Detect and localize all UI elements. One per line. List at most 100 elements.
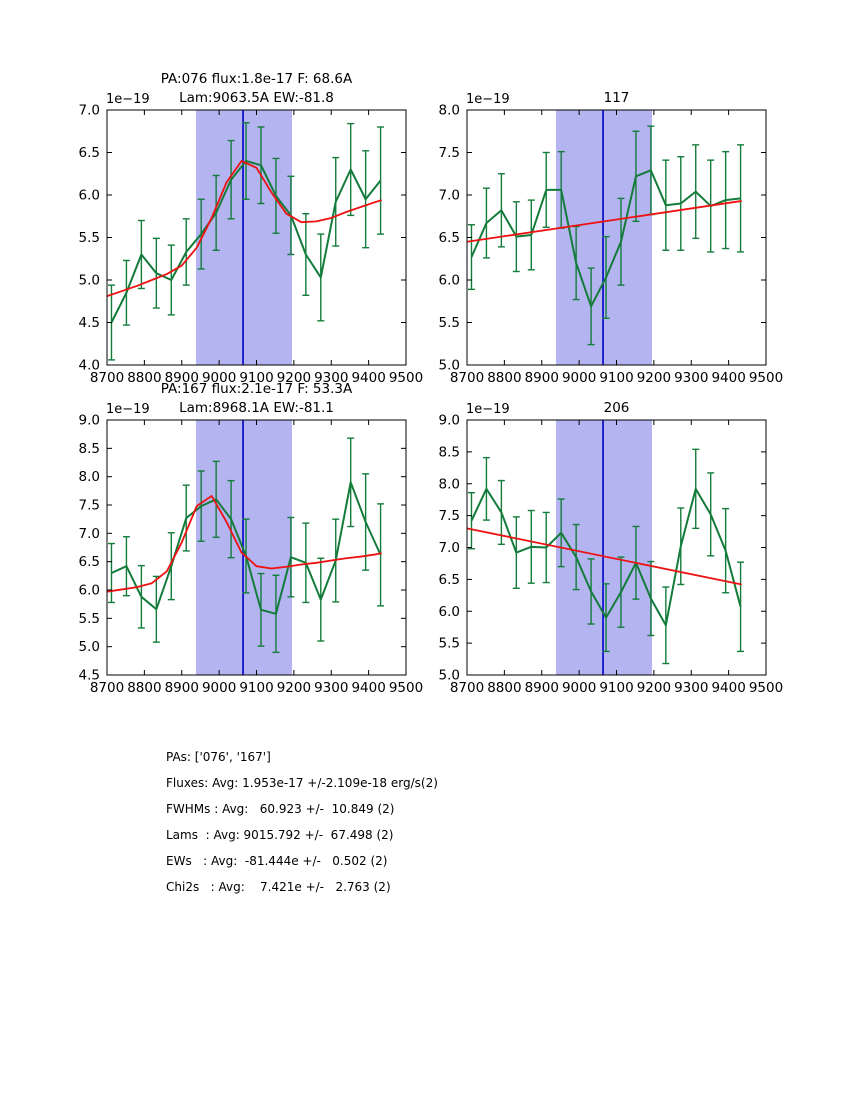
x-tick-label: 8900: [165, 680, 199, 696]
y-axis-offset-label: 1e−19: [106, 92, 150, 107]
x-tick-label: 9100: [599, 370, 633, 386]
x-tick-label: 8900: [525, 370, 559, 386]
y-tick-label: 7.5: [439, 145, 460, 161]
y-tick-label: 8.5: [79, 441, 100, 457]
x-tick-label: 9100: [239, 680, 273, 696]
subplot-pa076: 8700 8800 8900 9000 9100 9200 9300 9400 9500 4.0 4…: [79, 71, 424, 386]
spectrum-line: [110, 160, 382, 323]
subplot-pa167: 8700 8800 8900 9000 9100 9200 9300 9400 9500 4.5 5…: [79, 381, 424, 696]
y-tick-label: 5.5: [79, 611, 100, 627]
fit-line: [106, 160, 382, 298]
x-tick-label: 8800: [127, 370, 161, 386]
subplot-117: 8700 8800 8900 9000 9100 9200 9300 9400 9500 5.0 5…: [439, 90, 784, 386]
x-tick-label: 8800: [127, 680, 161, 696]
y-tick-label: 5.0: [439, 358, 460, 374]
y-tick-label: 9.0: [79, 413, 100, 429]
x-tick-label: 9000: [202, 370, 236, 386]
x-tick-label: 9400: [351, 680, 385, 696]
x-tick-label: 9300: [314, 370, 348, 386]
x-tick-label: 8700: [90, 680, 124, 696]
plot-title: PA:167 flux:2.1e-17 F: 53.3A: [161, 381, 353, 397]
y-tick-label: 5.0: [439, 668, 460, 684]
y-tick-label: 7.0: [79, 103, 100, 119]
y-axis-offset-label: 1e−19: [466, 92, 510, 107]
x-tick-label: 9200: [277, 680, 311, 696]
y-tick-label: 5.5: [439, 636, 460, 652]
y-tick-label: 4.5: [79, 668, 100, 684]
x-tick-label: 9300: [674, 370, 708, 386]
y-tick-label: 4.0: [79, 358, 100, 374]
x-tick-label: 9200: [637, 680, 671, 696]
x-tick-label: 9500: [749, 680, 783, 696]
spectrum-line: [470, 487, 742, 627]
x-tick-label: 9300: [674, 680, 708, 696]
summary-line-chi2s: Chi2s : Avg: 7.421e +/- 2.763 (2): [166, 880, 391, 894]
y-tick-label: 6.0: [439, 273, 460, 289]
x-tick-label: 9400: [351, 370, 385, 386]
fit-line: [466, 527, 742, 586]
y-tick-label: 6.0: [79, 188, 100, 204]
summary-line-pas: PAs: ['076', '167']: [166, 750, 271, 764]
y-tick-label: 8.0: [79, 469, 100, 485]
x-tick-label: 8700: [450, 680, 484, 696]
x-tick-label: 8700: [90, 370, 124, 386]
summary-line-lams: Lams : Avg: 9015.792 +/- 67.498 (2): [166, 828, 394, 842]
y-tick-label: 6.5: [79, 145, 100, 161]
y-tick-label: 7.0: [439, 540, 460, 556]
x-tick-label: 9400: [711, 370, 745, 386]
x-tick-label: 9200: [277, 370, 311, 386]
x-tick-label: 9400: [711, 680, 745, 696]
x-tick-label: 9000: [202, 680, 236, 696]
y-tick-label: 6.5: [439, 230, 460, 246]
y-tick-label: 7.0: [79, 526, 100, 542]
y-tick-label: 5.0: [79, 273, 100, 289]
x-tick-label: 9100: [239, 370, 273, 386]
x-tick-label: 9200: [637, 370, 671, 386]
y-tick-label: 6.5: [79, 554, 100, 570]
plot-title: PA:076 flux:1.8e-17 F: 68.6A: [161, 71, 353, 87]
plot-title: Lam:9063.5A EW:-81.8: [179, 90, 334, 106]
x-tick-label: 9500: [389, 370, 423, 386]
plot-title: Lam:8968.1A EW:-81.1: [179, 400, 334, 416]
y-tick-label: 6.0: [439, 604, 460, 620]
y-tick-label: 7.5: [79, 498, 100, 514]
plot-title: 117: [604, 90, 630, 106]
fit-line: [466, 200, 742, 243]
x-tick-label: 9000: [562, 370, 596, 386]
y-tick-label: 5.5: [79, 230, 100, 246]
y-tick-label: 8.0: [439, 103, 460, 119]
y-tick-label: 6.5: [439, 572, 460, 588]
x-tick-label: 9500: [389, 680, 423, 696]
y-axis-offset-label: 1e−19: [466, 402, 510, 417]
x-tick-label: 8900: [525, 680, 559, 696]
x-tick-label: 9500: [749, 370, 783, 386]
y-tick-label: 5.5: [439, 315, 460, 331]
plot-title: 206: [604, 400, 630, 416]
fit-line: [106, 495, 382, 593]
y-tick-label: 7.5: [439, 508, 460, 524]
fit-summary: PAs: ['076', '167'] Fluxes: Avg: 1.953e-…: [166, 744, 438, 900]
x-tick-label: 8700: [450, 370, 484, 386]
x-tick-label: 8800: [487, 370, 521, 386]
x-tick-label: 9300: [314, 680, 348, 696]
summary-line-fluxes: Fluxes: Avg: 1.953e-17 +/-2.109e-18 erg/…: [166, 776, 438, 790]
error-bar: [377, 503, 385, 607]
subplot-206: 8700 8800 8900 9000 9100 9200 9300 9400 9500 5.0 5…: [439, 400, 784, 696]
y-tick-label: 6.0: [79, 583, 100, 599]
summary-line-fwhms: FWHMs : Avg: 60.923 +/- 10.849 (2): [166, 802, 395, 816]
y-tick-label: 4.5: [79, 315, 100, 331]
line-region-band: [195, 420, 293, 675]
x-tick-label: 9100: [599, 680, 633, 696]
summary-line-ews: EWs : Avg: -81.444e +/- 0.502 (2): [166, 854, 388, 868]
y-tick-label: 8.5: [439, 444, 460, 460]
x-tick-label: 8800: [487, 680, 521, 696]
x-tick-label: 8900: [165, 370, 199, 386]
y-tick-label: 7.0: [439, 188, 460, 204]
y-tick-label: 5.0: [79, 639, 100, 655]
y-tick-label: 9.0: [439, 413, 460, 429]
line-region-band: [195, 110, 293, 365]
y-tick-label: 8.0: [439, 476, 460, 492]
spectrum-line: [470, 169, 741, 308]
y-axis-offset-label: 1e−19: [106, 402, 150, 417]
